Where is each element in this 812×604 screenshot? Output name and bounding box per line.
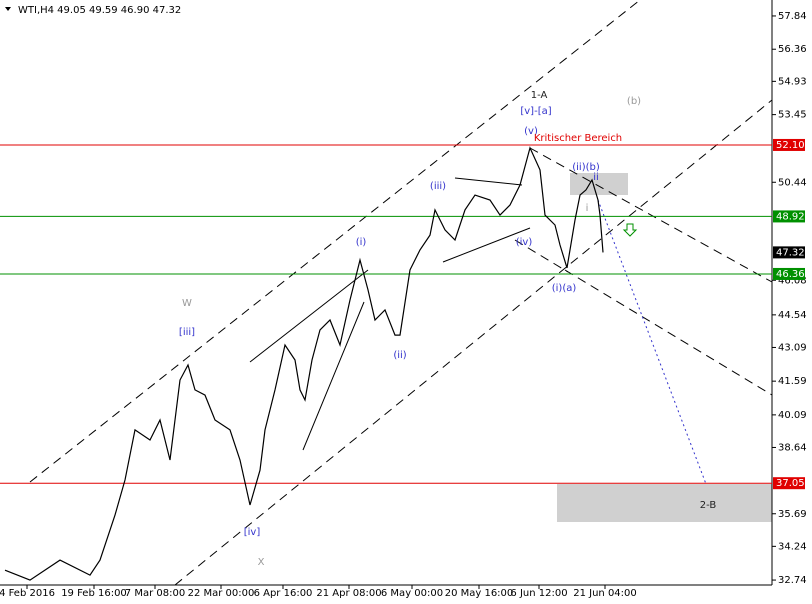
wave-label: W — [182, 298, 192, 309]
wave-label: (iii) — [430, 181, 446, 192]
y-tick-label: 34.24 — [778, 541, 807, 552]
y-tick-label: 57.84 — [778, 11, 807, 22]
level-label: 52.10 — [776, 140, 805, 151]
wave-label: (i)(a) — [552, 283, 577, 294]
level-tag — [773, 138, 805, 151]
level-label: 48.92 — [776, 211, 805, 222]
arrow-icon — [622, 223, 638, 237]
y-tick-label: 56.36 — [778, 44, 807, 55]
channel-lower — [174, 99, 773, 586]
y-tick-label: 35.69 — [778, 509, 807, 520]
wave-label: [iii] — [179, 327, 195, 338]
target-box — [557, 484, 772, 522]
level-tag — [773, 477, 805, 490]
level-tag — [773, 210, 805, 223]
y-tick-label: 44.54 — [778, 310, 807, 321]
wave-label: ii — [593, 172, 599, 183]
wave-label: (b) — [627, 96, 641, 107]
price-tag — [773, 246, 805, 259]
y-tick-label: 53.45 — [778, 110, 807, 121]
wave-label: (iv) — [516, 237, 533, 248]
wave-label: i — [586, 203, 589, 214]
wave-label: [v]-[a] — [520, 106, 551, 117]
wave-label: 2-B — [700, 500, 717, 511]
wave-label: 1-A — [531, 90, 548, 101]
x-tick-label: 19 Feb 16:00 — [61, 588, 127, 599]
trend-line — [529, 147, 773, 283]
y-tick-label: 40.09 — [778, 410, 807, 421]
y-tick-label: 43.09 — [778, 342, 807, 353]
y-tick-label: 41.59 — [778, 376, 807, 387]
wedge-line — [442, 227, 531, 263]
channel-upper — [29, 0, 641, 483]
x-tick-label: 6 Apr 16:00 — [254, 588, 313, 599]
wave-label: (i) — [356, 237, 367, 248]
y-tick-label: 50.44 — [778, 177, 807, 188]
zone-box — [570, 173, 628, 195]
y-tick-label: 38.64 — [778, 442, 807, 453]
x-tick-label: 21 Jun 04:00 — [573, 588, 637, 599]
chart-title: WTI,H4 49.05 49.59 46.90 47.32 — [18, 5, 181, 16]
x-tick-label: 21 Apr 08:00 — [316, 588, 381, 599]
y-tick-label: 54.93 — [778, 76, 807, 87]
trend-line — [564, 269, 773, 396]
x-tick-label: 20 May 16:00 — [445, 588, 514, 599]
price-line — [4, 146, 604, 581]
level-label: 37.05 — [776, 478, 805, 489]
wave-label: (v) — [524, 126, 538, 137]
level-tag — [773, 267, 805, 280]
x-tick-label: 4 Feb 2016 — [0, 588, 55, 599]
wave-label: Kritischer Bereich — [534, 133, 622, 144]
wave-label: X — [258, 557, 265, 568]
wave-label: (ii)(b) — [572, 162, 600, 173]
menu-icon — [5, 7, 11, 11]
x-tick-label: 6 Jun 12:00 — [510, 588, 567, 599]
x-tick-label: 22 Mar 00:00 — [188, 588, 255, 599]
wedge-line — [454, 177, 523, 186]
wedge-line — [302, 301, 365, 451]
x-tick-label: 6 May 00:00 — [381, 588, 443, 599]
price-label: 47.32 — [776, 247, 805, 258]
wedge-line — [249, 269, 369, 363]
trend-line — [514, 239, 569, 273]
level-label: 46.36 — [776, 269, 805, 280]
wave-label: (ii) — [393, 350, 406, 361]
y-tick-label: 32.74 — [778, 575, 807, 586]
x-tick-label: 7 Mar 08:00 — [125, 588, 185, 599]
projection-line — [597, 199, 707, 485]
y-tick-label: 46.08 — [778, 275, 807, 286]
wave-label: [iv] — [244, 527, 261, 538]
